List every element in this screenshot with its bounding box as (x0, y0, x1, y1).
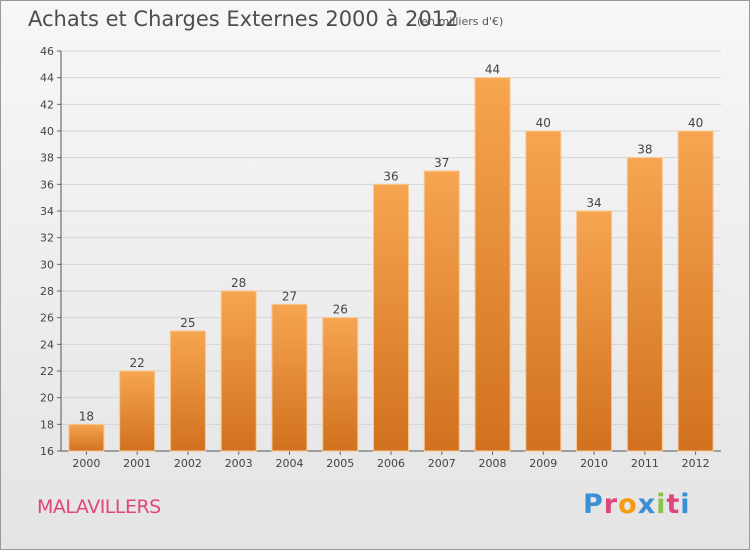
data-label: 26 (333, 303, 348, 317)
x-tick-label: 2003 (225, 457, 253, 470)
data-label: 22 (130, 356, 145, 370)
chart-title: Achats et Charges Externes 2000 à 2012 (28, 7, 459, 31)
bar (119, 370, 156, 452)
x-tick-label: 2008 (479, 457, 507, 470)
bar (169, 330, 206, 452)
bar (677, 130, 714, 452)
y-tick-label: 46 (40, 45, 54, 58)
data-label: 28 (231, 276, 246, 290)
logo-letter: t (666, 489, 681, 520)
y-tick-label: 42 (40, 98, 54, 111)
bar (322, 317, 359, 452)
labels: 16 18 20 22 24 26 28 30 32 34 36 38 40 42 44 46 18 2000 22… (40, 45, 710, 470)
logo-letter: o (618, 489, 638, 520)
data-label: 18 (79, 409, 94, 423)
y-tick-label: 24 (40, 338, 54, 351)
y-tick-label: 22 (40, 365, 54, 378)
data-label: 25 (180, 316, 195, 330)
y-tick-label: 40 (40, 125, 54, 138)
x-tick-label: 2001 (123, 457, 151, 470)
data-label: 40 (536, 116, 551, 130)
y-tick-label: 18 (40, 418, 54, 431)
data-label: 40 (688, 116, 703, 130)
commune-name: MALAVILLERS (37, 496, 161, 518)
chart-unit-label: (en milliers d'€) (417, 15, 504, 28)
x-tick-label: 2012 (682, 457, 710, 470)
data-label: 36 (383, 169, 398, 183)
y-tick-label: 26 (40, 312, 54, 325)
logo-letter: i (656, 489, 667, 520)
data-label: 27 (282, 289, 297, 303)
y-tick-label: 20 (40, 392, 54, 405)
data-label: 38 (637, 143, 652, 157)
bar (626, 157, 663, 452)
y-tick-label: 36 (40, 178, 54, 191)
bars (68, 77, 714, 452)
x-tick-label: 2004 (275, 457, 303, 470)
bar (220, 290, 257, 452)
y-tick-label: 38 (40, 152, 54, 165)
x-tick-label: 2010 (580, 457, 608, 470)
bar (373, 183, 409, 452)
bar (271, 303, 308, 452)
x-tick-label: 2005 (326, 457, 354, 470)
y-tick-label: 32 (40, 232, 54, 245)
bar (68, 423, 105, 452)
y-tick-label: 28 (40, 285, 54, 298)
x-tick-label: 2002 (174, 457, 202, 470)
logo-letter: i (680, 489, 691, 520)
proxiti-logo: Proxiti (583, 489, 691, 520)
bar (525, 130, 562, 452)
bar (423, 170, 460, 452)
x-tick-label: 2011 (631, 457, 659, 470)
x-tick-label: 2007 (428, 457, 456, 470)
y-tick-label: 16 (40, 445, 54, 458)
y-tick-label: 30 (40, 258, 54, 271)
data-label: 37 (434, 156, 449, 170)
y-tick-label: 44 (40, 72, 54, 85)
data-label: 34 (586, 196, 601, 210)
x-tick-label: 2006 (377, 457, 405, 470)
y-tick-label: 34 (40, 205, 54, 218)
data-label: 44 (485, 63, 500, 77)
x-tick-label: 2009 (529, 457, 557, 470)
logo-letter: r (603, 489, 619, 520)
bar (474, 77, 511, 452)
logo-letter: P (583, 489, 604, 520)
bar (576, 210, 613, 452)
x-tick-label: 2000 (72, 457, 100, 470)
logo-letter: x (637, 489, 657, 520)
